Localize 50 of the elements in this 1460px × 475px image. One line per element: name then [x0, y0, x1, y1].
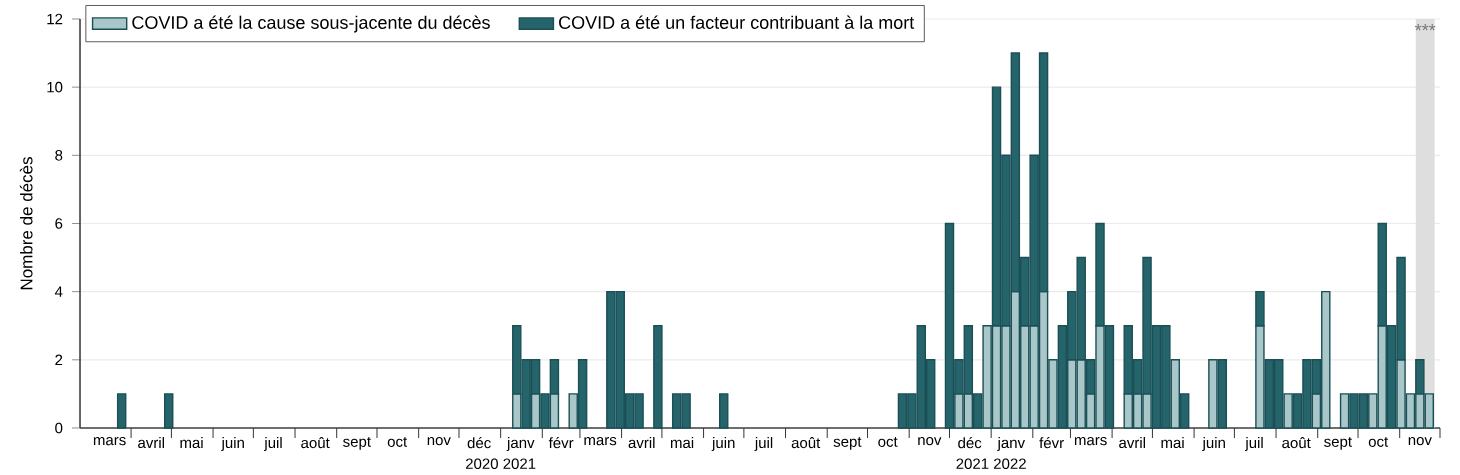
y-tick-label: 2 — [55, 354, 63, 366]
x-tick-label: mars — [584, 437, 617, 446]
x-tick-label: mai — [180, 437, 203, 449]
x-tick-label: sept — [833, 437, 862, 450]
x-tick-label: avril — [628, 437, 655, 449]
y-tick-label: 6 — [55, 218, 63, 229]
x-tick-label: déc — [958, 437, 982, 449]
x-tick-label: sept — [1324, 437, 1352, 450]
y-tick-label: 8 — [55, 150, 63, 161]
y-tick-label: 10 — [47, 81, 63, 93]
x-tick-label: juil — [754, 437, 773, 452]
x-tick-label: oct — [1368, 437, 1389, 447]
x-tick-label: mai — [670, 437, 694, 449]
bar — [719, 393, 729, 429]
x-tick-label: déc — [467, 437, 491, 449]
legend-label: COVID a été la cause sous-jacente du décès — [132, 15, 490, 33]
x-tick-label: mars — [93, 437, 126, 446]
bar — [116, 393, 127, 429]
text: 2021 2022 — [956, 458, 1026, 470]
x-tick-label: nov — [1408, 437, 1432, 446]
text: 2020 2021 — [465, 458, 536, 470]
x-tick-label: oct — [878, 437, 898, 447]
x-tick-label: juil — [1245, 437, 1263, 452]
x-tick-label: oct — [387, 437, 408, 447]
bar — [163, 393, 174, 429]
x-tick-label: août — [301, 437, 330, 449]
y-axis-title: Nombre de décès — [19, 157, 33, 290]
x-tick-label: janv — [506, 437, 535, 452]
x-tick-label: mai — [1161, 437, 1184, 449]
y-tick-label: 12 — [47, 13, 63, 25]
x-tick-label: août — [791, 437, 821, 449]
bar — [653, 325, 663, 429]
x-tick-label: août — [1282, 437, 1311, 449]
x-tick-label: févr — [548, 437, 574, 449]
x-tick-label: févr — [1039, 437, 1064, 449]
x-tick-label: juin — [711, 437, 735, 452]
x-tick-label: mars — [1074, 437, 1107, 446]
y-tick-label: 4 — [54, 286, 63, 297]
x-tick-label: sept — [343, 437, 371, 450]
x-tick-label: juin — [1202, 437, 1225, 452]
x-tick-label: juil — [263, 437, 282, 452]
x-tick-label: juin — [221, 437, 244, 452]
x-tick-label: nov — [918, 437, 942, 446]
y-tick-label: 0 — [55, 422, 63, 434]
band-label: *** — [1415, 24, 1436, 31]
x-tick-label: janv — [997, 437, 1025, 452]
x-tick-label: nov — [427, 437, 451, 446]
x-tick-label: avril — [1119, 437, 1145, 449]
x-tick-label: avril — [138, 437, 164, 449]
legend-label: COVID a été un facteur contribuant à la mort — [559, 15, 915, 29]
